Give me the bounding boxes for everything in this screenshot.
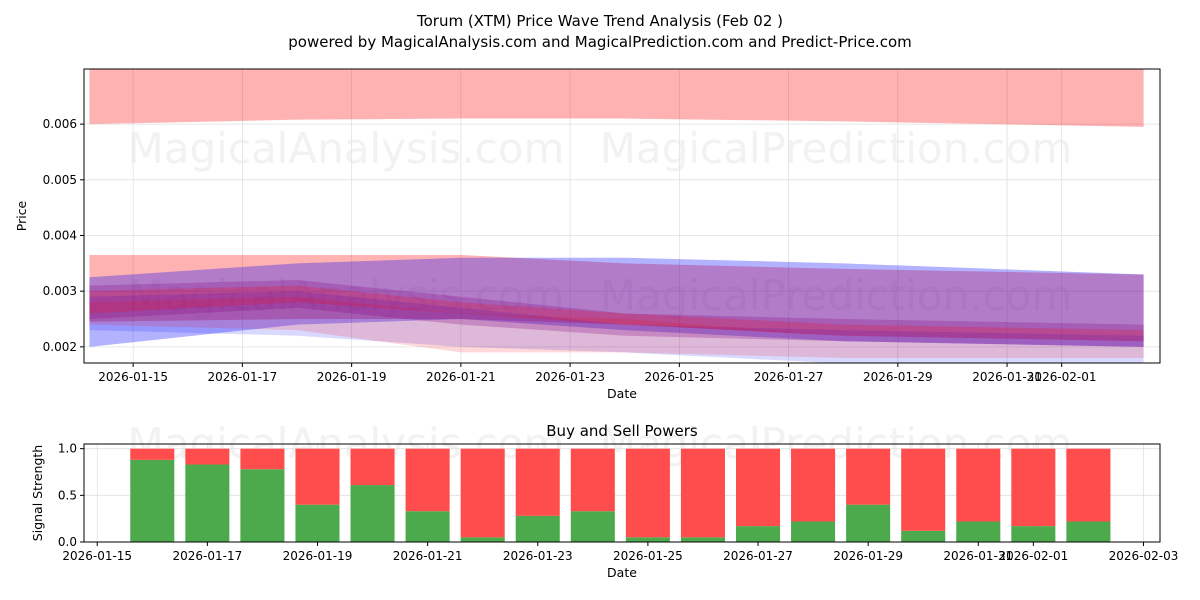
x-tick-label: 2026-02-01: [998, 549, 1068, 563]
x-tick-label: 2026-01-29: [863, 370, 933, 384]
buy-bar: [956, 521, 1001, 542]
x-tick-label: 2026-02-01: [1027, 370, 1097, 384]
buy-bar: [295, 504, 340, 542]
axes-frame: [83, 68, 1161, 364]
red-inner-band: [89, 285, 1144, 342]
axes-frame: [83, 443, 1161, 543]
chart-title: Torum (XTM) Price Wave Trend Analysis (F…: [416, 12, 783, 30]
buy-bar: [240, 469, 285, 542]
buy-bar: [515, 515, 560, 542]
blue-wide-band: [89, 257, 1144, 347]
chart-subtitle: powered by MagicalAnalysis.com and Magic…: [288, 33, 912, 51]
buy-bar: [791, 521, 836, 542]
red-lower-band: [89, 296, 1144, 358]
buy-bar: [185, 464, 230, 542]
sell-bar: [791, 448, 836, 522]
buy-bar: [625, 537, 670, 542]
y-tick-label: 0.006: [43, 117, 77, 131]
x-axis-label: Date: [607, 565, 637, 580]
buy-bar: [350, 485, 395, 542]
x-tick-label: 2026-01-17: [208, 370, 278, 384]
red-wide-band: [89, 254, 1144, 342]
x-tick-label: 2026-01-23: [503, 549, 573, 563]
x-tick-label: 2026-01-19: [317, 370, 387, 384]
watermark: MagicalAnalysis.com: [128, 124, 565, 173]
sell-bar: [735, 448, 781, 527]
price-chart: MagicalAnalysis.com MagicalPrediction.com…: [14, 68, 1161, 401]
watermark: MagicalPrediction.com: [600, 271, 1073, 320]
sell-bar: [1011, 448, 1056, 527]
sell-bar: [295, 448, 340, 505]
y-tick-label: 0.5: [58, 488, 77, 502]
sell-bar: [405, 448, 450, 512]
buy-bar: [846, 504, 891, 542]
sell-bar: [680, 448, 725, 538]
x-tick-label: 2026-01-21: [426, 370, 496, 384]
buy-bar: [735, 526, 781, 542]
x-axis-label: Date: [607, 386, 637, 401]
sell-bar: [130, 448, 175, 460]
sell-bar: [185, 448, 230, 465]
watermark: MagicalPrediction.com: [600, 124, 1073, 173]
x-tick-label: 2026-01-15: [98, 370, 168, 384]
buy-bar: [405, 511, 450, 542]
buy-bar: [901, 530, 946, 542]
buy-bar: [570, 511, 615, 542]
sell-bar: [460, 448, 505, 538]
x-tick-label: 2026-01-17: [172, 549, 242, 563]
sell-bar: [956, 448, 1001, 522]
x-tick-label: 2026-01-15: [62, 549, 132, 563]
y-tick-label: 0.003: [43, 284, 77, 298]
x-tick-label: 2026-01-27: [754, 370, 824, 384]
sell-bar: [240, 448, 285, 470]
sell-bar: [350, 448, 395, 486]
sell-bar: [846, 448, 891, 505]
y-tick-label: 0.002: [43, 340, 77, 354]
blue-lower-band: [89, 291, 1144, 363]
watermark: MagicalAnalysis.com: [128, 271, 565, 320]
y-tick-label: 0.004: [43, 228, 77, 242]
x-tick-label: 2026-01-25: [644, 370, 714, 384]
x-tick-label: 2026-01-19: [283, 549, 353, 563]
sell-bar: [625, 448, 670, 538]
x-tick-label: 2026-01-23: [535, 370, 605, 384]
buy-bar: [680, 537, 725, 542]
x-tick-label: 2026-01-25: [613, 549, 683, 563]
sell-bar: [570, 448, 615, 512]
sell-bar: [1066, 448, 1111, 522]
x-tick-label: 2026-02-03: [1109, 549, 1179, 563]
buy-bar: [1011, 526, 1056, 542]
subplot-title: Buy and Sell Powers: [546, 422, 698, 440]
buy-bar: [460, 537, 505, 542]
x-tick-label: 2026-01-29: [833, 549, 903, 563]
x-tick-label: 2026-01-21: [393, 549, 463, 563]
y-tick-label: 0.005: [43, 173, 77, 187]
y-axis-label: Signal Strength: [30, 445, 45, 541]
buy-bar: [130, 459, 175, 542]
x-tick-label: 2026-01-31: [972, 370, 1042, 384]
y-tick-label: 0.0: [58, 535, 77, 549]
signal-chart: MagicalAnalysis.com MagicalPrediction.com…: [30, 419, 1178, 580]
x-tick-label: 2026-01-27: [723, 549, 793, 563]
buy-bar: [1066, 521, 1111, 542]
y-axis-label: Price: [14, 200, 29, 231]
sell-bar: [901, 448, 946, 531]
y-tick-label: 1.0: [58, 442, 77, 456]
sell-bar: [515, 448, 560, 516]
x-tick-label: 2026-01-31: [943, 549, 1013, 563]
purple-mid-band: [89, 280, 1144, 347]
red-upper-band: [89, 69, 1144, 127]
